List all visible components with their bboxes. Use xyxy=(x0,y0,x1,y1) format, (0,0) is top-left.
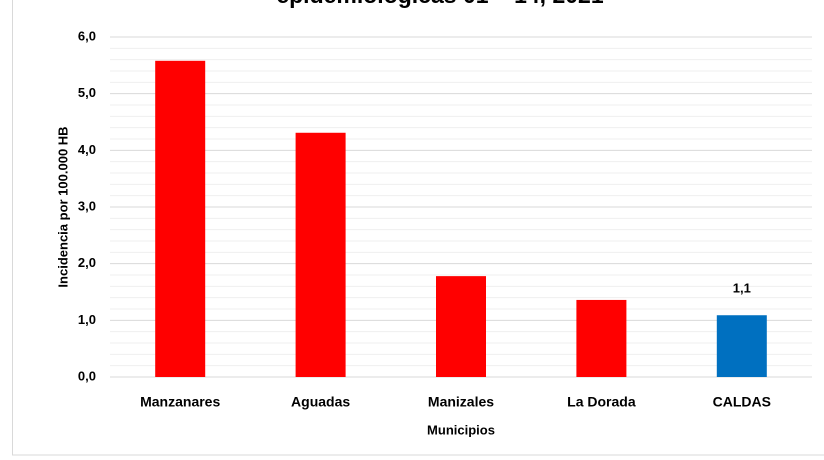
y-tick-label: 4,0 xyxy=(78,142,96,157)
bar xyxy=(155,60,206,378)
data-label: 1,1 xyxy=(733,281,751,296)
x-axis-label: Municipios xyxy=(427,422,495,437)
chart-border xyxy=(12,0,824,456)
bar xyxy=(436,276,486,377)
x-tick-label: La Dorada xyxy=(567,394,636,410)
x-tick-label: Manzanares xyxy=(140,394,220,410)
y-tick-label: 6,0 xyxy=(78,28,96,43)
y-tick-label: 1,0 xyxy=(78,312,96,327)
y-tick-label: 5,0 xyxy=(78,85,96,100)
y-tick-label: 0,0 xyxy=(78,368,96,383)
x-tick-label: Manizales xyxy=(428,394,494,410)
x-tick-label: CALDAS xyxy=(713,394,771,410)
chart-title: epidemiológicas 01 – 14, 2021 xyxy=(276,0,603,8)
y-tick-label: 2,0 xyxy=(78,255,96,270)
bar xyxy=(576,299,627,377)
y-axis-label: Incidencia por 100.000 HB xyxy=(55,126,70,287)
bar xyxy=(716,315,767,377)
x-tick-label: Aguadas xyxy=(291,394,350,410)
bar xyxy=(295,132,346,377)
y-tick-label: 3,0 xyxy=(78,198,96,213)
